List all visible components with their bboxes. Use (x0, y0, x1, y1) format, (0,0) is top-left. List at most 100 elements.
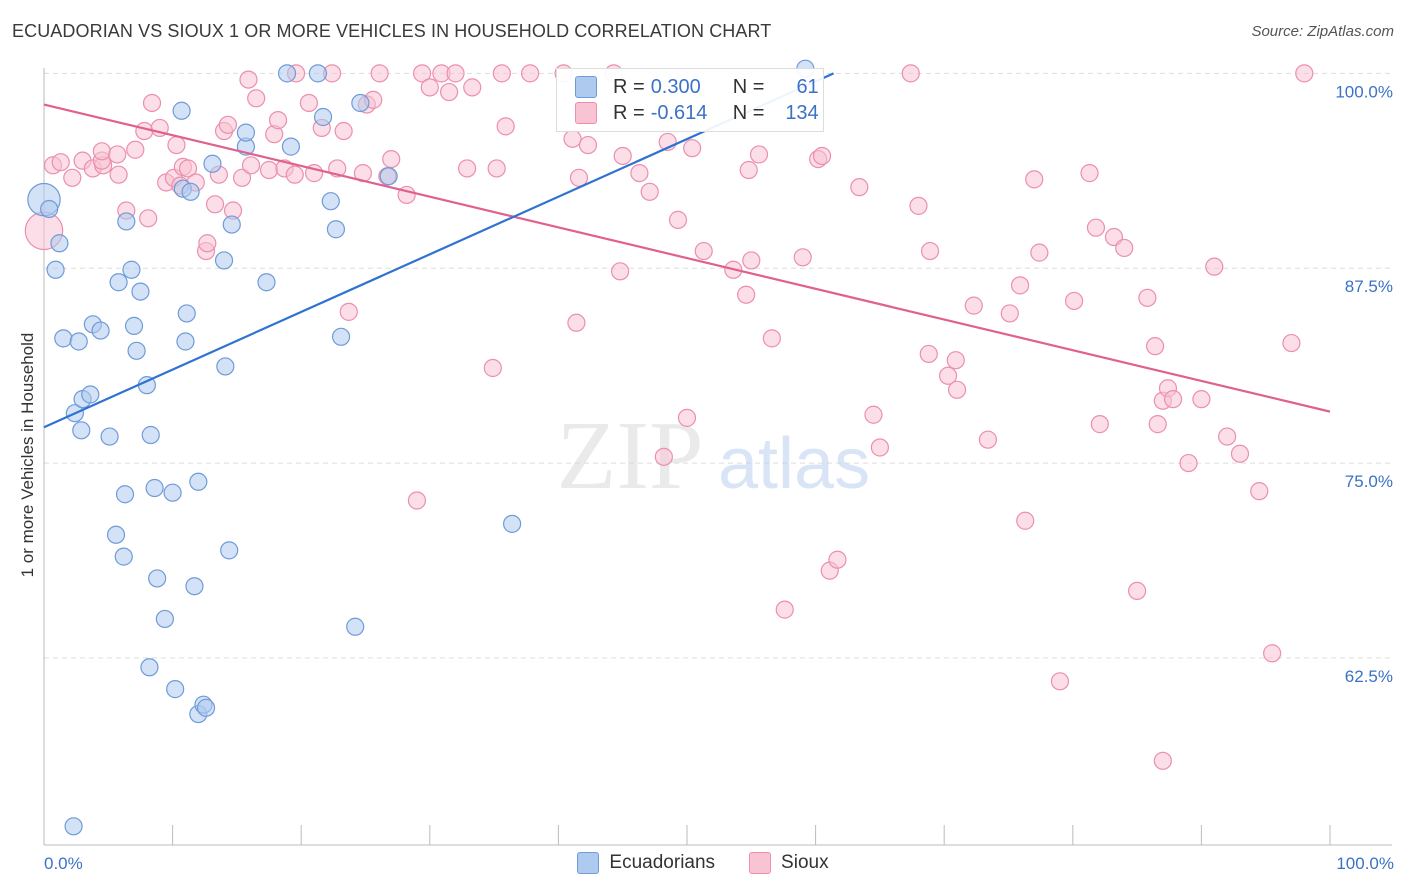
sioux-point-9 (109, 165, 128, 184)
sioux-point-53 (382, 149, 401, 169)
sioux-point-12 (126, 140, 145, 159)
sioux-point-107 (978, 430, 998, 449)
sioux-r-label: R = (613, 101, 645, 124)
ecuadorian-n-label: N = (732, 75, 765, 98)
sioux-point-90 (775, 600, 794, 619)
sioux-point-108 (1000, 304, 1019, 323)
ecuadorian-point-40 (203, 154, 222, 173)
sioux-point-134 (1263, 644, 1282, 663)
sioux-point-135 (1282, 333, 1301, 353)
ecuadorian-point-17 (122, 260, 141, 279)
sioux-point-132 (1230, 444, 1250, 463)
sioux-point-96 (850, 178, 869, 197)
sioux-point-111 (1025, 170, 1044, 189)
sioux-point-34 (247, 89, 266, 108)
sioux-point-101 (920, 241, 940, 261)
sioux-r-value: -0.614 (650, 101, 708, 124)
sioux-point-56 (412, 64, 432, 83)
legend-item-sioux[interactable]: Sioux (749, 852, 829, 874)
ecuadorian-point-52 (321, 192, 340, 211)
sioux-point-25 (198, 234, 217, 253)
ecuadorian-point-3 (46, 260, 65, 279)
ecuadorian-point-41 (214, 251, 234, 270)
sioux-point-35 (259, 160, 279, 180)
sioux-n-label: N = (732, 101, 765, 124)
sioux-point-87 (749, 145, 769, 164)
sioux-points (24, 64, 1314, 770)
ecuadorian-point-36 (185, 577, 204, 596)
sioux-point-104 (946, 351, 965, 370)
sioux-point-63 (483, 358, 502, 378)
sioux-point-72 (578, 135, 598, 155)
sioux-point-117 (1090, 415, 1109, 434)
sioux-point-59 (439, 82, 459, 102)
sioux-point-15 (142, 93, 162, 113)
sioux-point-81 (677, 408, 697, 427)
y-tick-label-0: 100.0% (1335, 82, 1393, 101)
sioux-point-14 (139, 209, 158, 228)
legend-swatch-sioux (749, 852, 772, 874)
ecuadorian-point-9 (72, 421, 91, 440)
sioux-point-85 (739, 160, 758, 180)
ecuadorian-point-39 (196, 698, 216, 717)
sioux-point-109 (1010, 276, 1030, 295)
sioux-point-115 (1080, 164, 1099, 183)
sioux-point-119 (1115, 238, 1134, 258)
ecuadorian-point-12 (100, 427, 119, 446)
sioux-point-112 (1030, 243, 1049, 262)
ecuadorian-point-24 (145, 478, 164, 498)
ecuadorian-point-33 (177, 304, 196, 323)
sioux-point-3 (63, 168, 82, 187)
sioux-point-116 (1086, 218, 1106, 237)
sioux-swatch (575, 102, 597, 124)
ecuadorian-point-50 (308, 64, 328, 83)
sioux-point-102 (919, 344, 938, 364)
trend-lines (43, 72, 1331, 429)
sioux-point-41 (299, 93, 319, 113)
sioux-point-121 (1138, 288, 1157, 307)
ecuadorian-point-56 (351, 93, 370, 113)
stats-row-sioux: R = -0.614 N = 134 (575, 100, 819, 126)
ecuadorian-point-5 (69, 332, 88, 351)
source-credit: Source: ZipAtlas.com (1251, 23, 1394, 40)
sioux-point-2 (51, 153, 70, 172)
ecuadorian-point-51 (313, 107, 333, 127)
ecuadorian-point-23 (141, 425, 160, 445)
sioux-point-98 (870, 438, 890, 457)
ecuadorian-point-1 (40, 199, 59, 219)
sioux-point-110 (1016, 511, 1035, 530)
sioux-point-103 (938, 366, 958, 385)
ecuadorian-point-32 (176, 332, 195, 351)
sioux-point-105 (947, 380, 967, 399)
ecuadorian-points (27, 59, 815, 836)
ecuadorian-point-58 (503, 514, 522, 533)
ecuadorian-point-19 (124, 316, 144, 335)
ecuadorian-r-value: 0.300 (650, 75, 701, 98)
sioux-point-86 (742, 251, 761, 270)
ecuadorian-trend-line (43, 72, 835, 429)
sioux-point-46 (334, 121, 353, 141)
sioux-point-74 (611, 262, 630, 281)
ecuadorian-point-30 (172, 101, 191, 120)
sioux-point-122 (1146, 337, 1165, 356)
ecuadorian-point-28 (148, 569, 167, 588)
sioux-point-51 (370, 64, 389, 83)
sioux-point-57 (420, 78, 439, 97)
sioux-trend-line (43, 103, 1331, 413)
sioux-point-123 (1148, 415, 1167, 434)
ecuadorian-point-55 (346, 617, 365, 636)
legend-item-ecuadorians[interactable]: Ecuadorians (577, 852, 715, 874)
sioux-point-65 (492, 64, 511, 83)
sioux-point-95 (828, 550, 847, 569)
ecuadorian-point-34 (181, 182, 200, 201)
x-tick-label-0: 0.0% (44, 854, 83, 873)
stats-row-ecuadorian: R = 0.300 N = 61 (575, 74, 819, 100)
sioux-n-value: 134 (785, 101, 819, 124)
sioux-point-18 (167, 135, 186, 155)
sioux-point-127 (1153, 751, 1172, 770)
sioux-point-100 (909, 196, 928, 215)
sioux-point-32 (241, 156, 261, 175)
sioux-point-88 (737, 285, 756, 304)
chart-title: ECUADORIAN VS SIOUX 1 OR MORE VEHICLES I… (12, 21, 772, 41)
sioux-point-33 (239, 70, 258, 89)
